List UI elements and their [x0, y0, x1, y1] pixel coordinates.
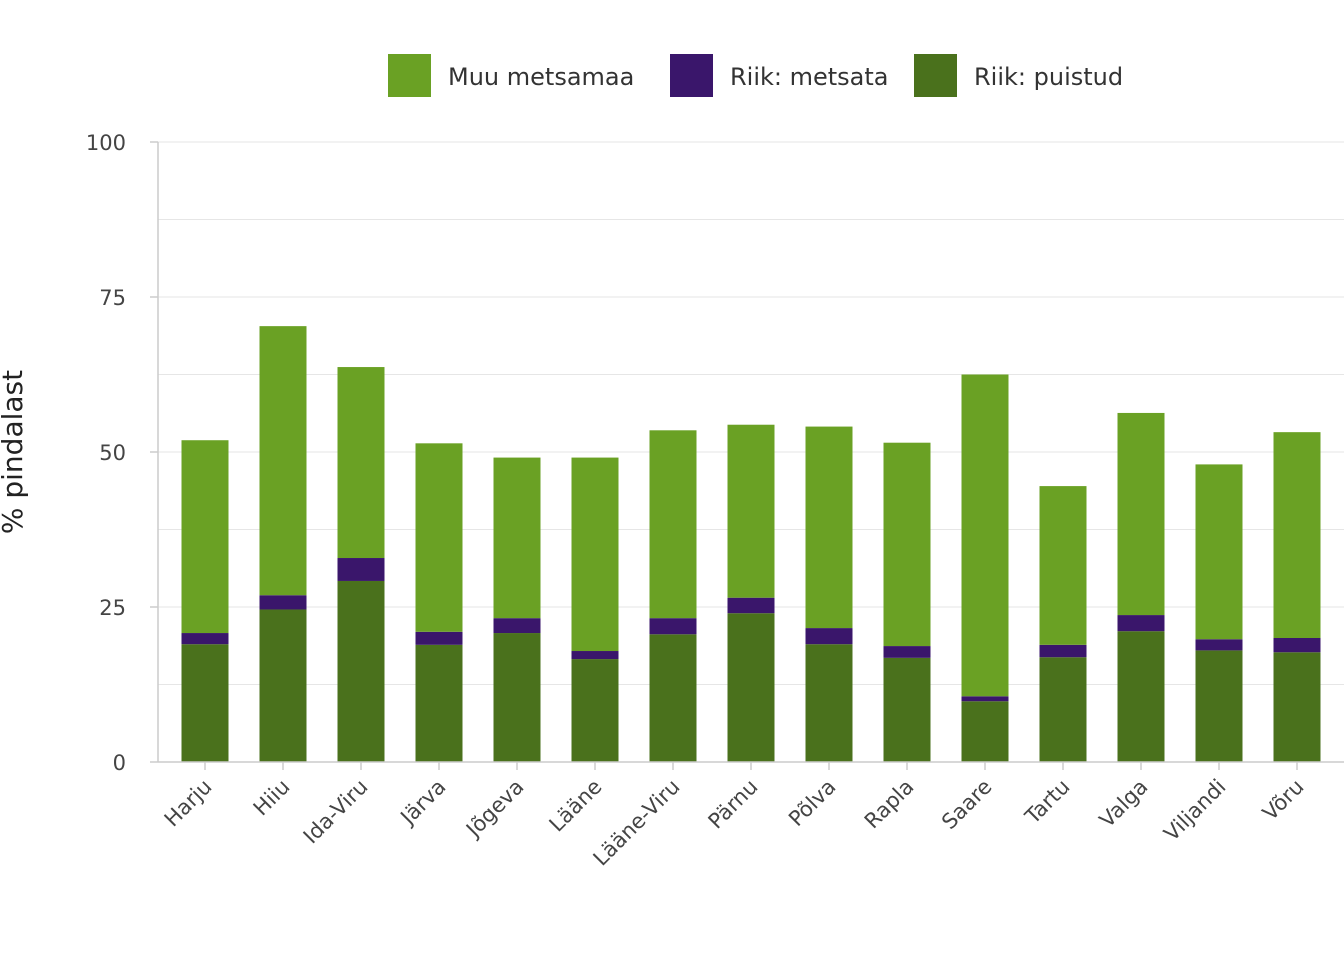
y-tick-label: 25	[99, 596, 126, 620]
bar-segment	[337, 558, 385, 581]
bar-segment	[1117, 631, 1165, 762]
x-tick-label: Võru	[1258, 775, 1309, 826]
x-tick-label: Harju	[160, 775, 217, 832]
x-axis: Harju Hiiu Ida-Viru Järva Jõgeva LääneLääne-V…	[158, 761, 1344, 871]
x-tick-label: Ida-Viru	[299, 775, 373, 849]
bar-segment	[1273, 638, 1321, 653]
bar-segment	[1195, 650, 1243, 762]
y-tick-label: 50	[99, 441, 126, 465]
bar-segment	[883, 646, 931, 658]
bar-segment	[727, 613, 775, 762]
bar-segment	[649, 430, 697, 619]
legend: Muu metsamaa Riik: metsata Riik: puistud	[388, 54, 1123, 97]
legend-swatch	[670, 54, 713, 97]
x-tick-label: Põlva	[784, 775, 841, 832]
y-axis-title: % pindalast	[0, 370, 29, 534]
bar-segment	[415, 443, 463, 632]
bar-segment	[493, 618, 541, 634]
x-tick-label: Lääne	[545, 775, 607, 837]
bar-segment	[649, 618, 697, 635]
bar-segment	[1273, 432, 1321, 638]
bar-segment	[1039, 644, 1087, 658]
bar-segment	[1195, 639, 1243, 651]
bar-segment	[415, 631, 463, 645]
bar-segment	[337, 580, 385, 762]
bar-segment	[415, 644, 463, 762]
bar-segment	[1273, 652, 1321, 762]
x-tick-label: Hiiu	[249, 775, 295, 821]
bar-segment	[181, 633, 229, 645]
bar-segment	[1195, 464, 1243, 640]
legend-label: Muu metsamaa	[448, 63, 634, 91]
bar-segment	[727, 424, 775, 598]
bar-segment	[493, 633, 541, 762]
x-tick-label: Rapla	[860, 775, 919, 834]
y-tick-label: 75	[99, 286, 126, 310]
x-tick-label: Saare	[937, 775, 997, 835]
y-axis: 0 25 50 75 100	[86, 131, 159, 775]
x-tick-label: Tartu	[1020, 775, 1075, 830]
legend-label: Riik: metsata	[730, 63, 889, 91]
bar-segment	[961, 374, 1009, 697]
bar-segment	[571, 659, 619, 762]
bar-segment	[883, 442, 931, 647]
bar-segment	[181, 644, 229, 762]
bar-segment	[1117, 412, 1165, 616]
x-tick-label: Pärnu	[704, 775, 763, 834]
bar-segment	[649, 634, 697, 762]
y-tick-label: 100	[86, 131, 126, 155]
bar-segment	[493, 457, 541, 619]
bars	[181, 326, 1321, 762]
bar-segment	[727, 597, 775, 614]
y-tick-label: 0	[113, 751, 126, 775]
bar-segment	[571, 457, 619, 652]
x-tick-label: Valga	[1095, 775, 1153, 833]
bar-segment	[1039, 486, 1087, 645]
bar-segment	[259, 326, 307, 596]
legend-swatch	[914, 54, 957, 97]
bar-segment	[961, 696, 1009, 702]
legend-swatch	[388, 54, 431, 97]
bar-segment	[259, 595, 307, 610]
bar-segment	[1039, 657, 1087, 762]
bar-segment	[1117, 615, 1165, 632]
bar-segment	[961, 701, 1009, 762]
bar-segment	[181, 440, 229, 634]
bar-segment	[805, 628, 853, 645]
bar-segment	[259, 609, 307, 762]
bar-segment	[571, 651, 619, 660]
bar-segment	[805, 426, 853, 629]
bar-segment	[883, 657, 931, 762]
bar-segment	[337, 367, 385, 559]
bar-segment	[805, 644, 853, 762]
legend-label: Riik: puistud	[974, 63, 1123, 91]
x-tick-label: Järva	[395, 775, 451, 831]
x-tick-label: Viljandi	[1159, 775, 1230, 846]
x-tick-label: Jõgeva	[460, 775, 528, 843]
